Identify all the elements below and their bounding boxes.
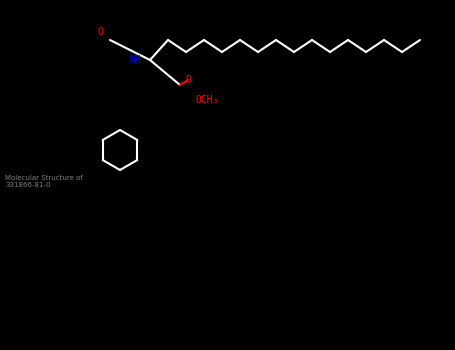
Text: Molecular Structure of
331866-81-0: Molecular Structure of 331866-81-0	[5, 175, 83, 188]
Text: O: O	[185, 75, 191, 85]
Text: NH: NH	[129, 55, 141, 65]
Text: O: O	[97, 27, 103, 37]
Text: OCH₃: OCH₃	[195, 95, 219, 105]
